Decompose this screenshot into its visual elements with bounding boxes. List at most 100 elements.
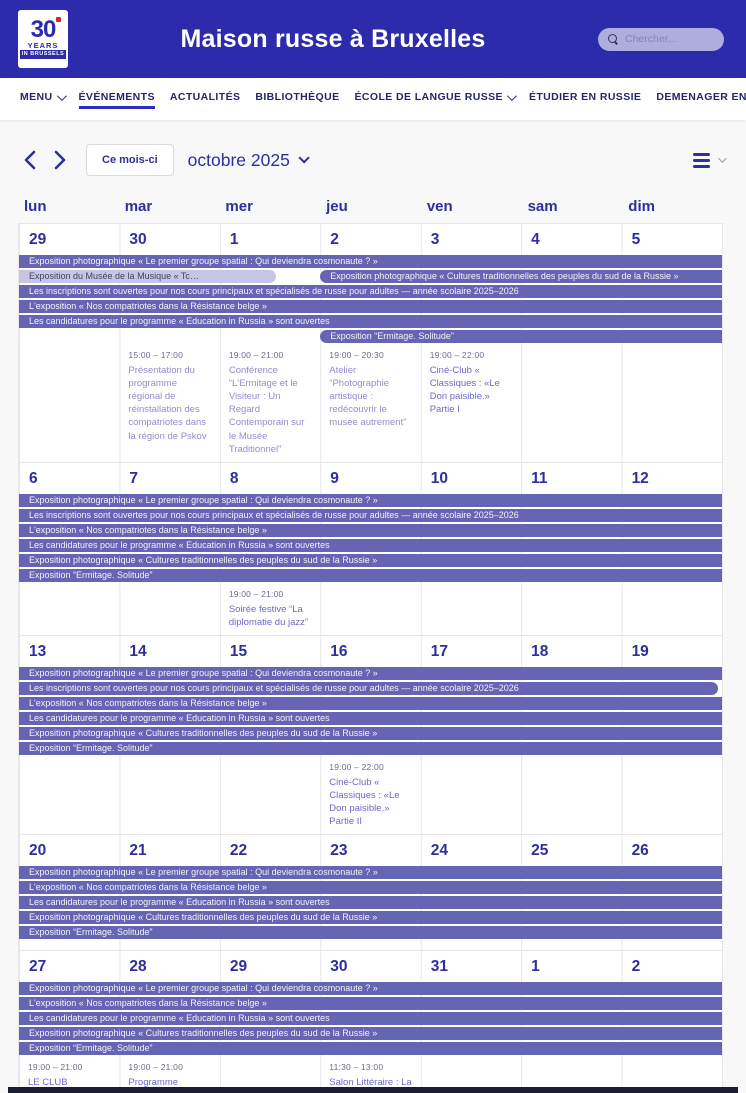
day-number[interactable]: 18 xyxy=(531,642,549,660)
day-cell[interactable]: 15:00 – 17:00 Présentation du programme r… xyxy=(119,345,219,462)
day-number[interactable]: 27 xyxy=(29,958,47,976)
day-number[interactable]: 2 xyxy=(631,958,641,976)
day-cell[interactable] xyxy=(421,584,521,635)
day-number[interactable]: 26 xyxy=(631,842,649,860)
day-cell[interactable] xyxy=(19,941,119,950)
timed-event[interactable]: 19:00 – 21:00 Soirée festive “La diplomat… xyxy=(229,589,312,629)
day-number[interactable]: 14 xyxy=(129,642,147,660)
day-cell[interactable] xyxy=(119,584,219,635)
timed-event[interactable]: 19:00 – 22:00 Ciné-Club « Classiques : «L… xyxy=(430,350,513,416)
day-number[interactable]: 5 xyxy=(631,231,641,248)
day-cell[interactable] xyxy=(220,941,320,950)
timed-event[interactable]: 19:00 – 21:00 Conférence “L'Ermitage et l… xyxy=(229,350,312,456)
day-cell[interactable] xyxy=(521,345,621,462)
day-cell[interactable] xyxy=(622,941,722,950)
multiday-event-bar[interactable]: Exposition photographique « Cultures tra… xyxy=(19,553,722,567)
day-number[interactable]: 22 xyxy=(229,842,248,860)
prev-month-button[interactable] xyxy=(22,149,38,171)
day-cell[interactable] xyxy=(521,941,621,950)
multiday-event-bar[interactable]: Les inscriptions sont ouvertes pour nos … xyxy=(19,681,718,695)
day-number[interactable]: 21 xyxy=(129,842,147,860)
multiday-event-bar[interactable]: L'exposition « Nos compatriotes dans la … xyxy=(19,881,722,895)
day-number[interactable]: 6 xyxy=(29,469,38,487)
multiday-event-bar[interactable]: Exposition photographique « Le premier g… xyxy=(19,982,722,996)
nav-item--cole-de-langue-russe[interactable]: ÉCOLE DE LANGUE RUSSE xyxy=(355,90,517,109)
day-number[interactable]: 1 xyxy=(531,958,540,976)
multiday-event-bar[interactable]: Exposition photographique « Le premier g… xyxy=(19,866,722,880)
day-cell[interactable] xyxy=(320,941,420,950)
multiday-event-bar[interactable]: Exposition “Ermitage. Solitude” xyxy=(320,330,722,343)
multiday-event-bar[interactable]: Exposition photographique « Cultures tra… xyxy=(19,726,722,740)
multiday-event-bar[interactable]: Les candidatures pour le programme « Edu… xyxy=(19,896,722,910)
day-cell[interactable]: 19:00 – 22:00 Ciné-Club « Classiques : «L… xyxy=(320,757,420,834)
day-number[interactable]: 11 xyxy=(531,469,548,487)
site-logo[interactable]: 30 YEARS IN BRUSSELS xyxy=(18,10,68,68)
multiday-event-bar[interactable]: Les inscriptions sont ouvertes pour nos … xyxy=(19,285,722,298)
month-selector[interactable]: octobre 2025 xyxy=(188,150,310,171)
multiday-event-bar[interactable]: Les inscriptions sont ouvertes pour nos … xyxy=(19,508,722,522)
day-number[interactable]: 15 xyxy=(229,642,248,660)
multiday-event-bar[interactable]: Les candidatures pour le programme « Edu… xyxy=(19,538,722,552)
day-number[interactable]: 24 xyxy=(430,842,448,860)
multiday-event-bar[interactable]: Exposition “Ermitage. Solitude” xyxy=(19,926,722,940)
day-number[interactable]: 9 xyxy=(330,469,339,487)
day-number[interactable]: 3 xyxy=(430,231,440,248)
view-switcher[interactable] xyxy=(693,152,727,168)
today-button[interactable]: Ce mois-ci xyxy=(86,144,174,176)
day-number[interactable]: 4 xyxy=(531,231,540,248)
day-cell[interactable] xyxy=(119,757,219,834)
multiday-event-bar[interactable]: Exposition “Ermitage. Solitude” xyxy=(19,741,722,755)
multiday-event-bar[interactable]: Exposition du Musée de la Musique « Tc… xyxy=(19,270,277,283)
nav-item-actualit-s[interactable]: ACTUALITÉS xyxy=(170,91,241,109)
multiday-event-bar[interactable]: Les candidatures pour le programme « Edu… xyxy=(19,1012,722,1026)
day-cell[interactable] xyxy=(421,941,521,950)
timed-event[interactable]: 19:00 – 20:30 Atelier “Photographie artis… xyxy=(329,350,412,430)
timed-event[interactable]: 19:00 – 22:00 Ciné-Club « Classiques : «L… xyxy=(329,762,412,828)
day-number[interactable]: 30 xyxy=(129,231,147,248)
day-number[interactable]: 30 xyxy=(330,958,348,976)
day-cell[interactable]: 19:00 – 22:00 Ciné-Club « Classiques : «L… xyxy=(421,345,521,462)
multiday-event-bar[interactable]: Les candidatures pour le programme « Edu… xyxy=(19,315,722,328)
day-number[interactable]: 19 xyxy=(631,642,649,660)
day-number[interactable]: 31 xyxy=(430,958,448,976)
day-number[interactable]: 25 xyxy=(531,842,549,860)
next-month-button[interactable] xyxy=(52,149,68,171)
search-input[interactable] xyxy=(625,33,715,45)
multiday-event-bar[interactable]: Exposition photographique « Cultures tra… xyxy=(19,911,722,925)
day-number[interactable]: 2 xyxy=(330,231,339,248)
day-number[interactable]: 23 xyxy=(330,842,348,860)
day-cell[interactable]: 19:00 – 21:00 Soirée festive “La diplomat… xyxy=(220,584,320,635)
day-cell[interactable] xyxy=(220,757,320,834)
nav-item--tudier-en-russie[interactable]: ÉTUDIER EN RUSSIE xyxy=(529,91,641,109)
day-number[interactable]: 29 xyxy=(29,231,47,248)
day-cell[interactable] xyxy=(19,757,119,834)
multiday-event-bar[interactable]: Exposition “Ermitage. Solitude” xyxy=(19,568,722,582)
day-cell[interactable]: 19:00 – 20:30 Atelier “Photographie artis… xyxy=(320,345,420,462)
day-cell[interactable] xyxy=(19,345,119,462)
day-cell[interactable] xyxy=(521,757,621,834)
day-cell[interactable] xyxy=(19,584,119,635)
multiday-event-bar[interactable]: L'exposition « Nos compatriotes dans la … xyxy=(19,300,722,313)
day-cell[interactable] xyxy=(622,345,722,462)
day-cell[interactable] xyxy=(622,757,722,834)
day-number[interactable]: 12 xyxy=(631,469,649,487)
multiday-event-bar[interactable]: Les candidatures pour le programme « Edu… xyxy=(19,711,722,725)
nav-item-biblioth-que[interactable]: BIBLIOTHÈQUE xyxy=(255,91,339,109)
day-cell[interactable] xyxy=(119,941,219,950)
day-number[interactable]: 10 xyxy=(430,469,448,487)
day-cell[interactable] xyxy=(521,584,621,635)
search-box[interactable] xyxy=(598,27,724,51)
multiday-event-bar[interactable]: Exposition photographique « Cultures tra… xyxy=(19,1027,722,1041)
day-number[interactable]: 7 xyxy=(129,469,139,487)
day-cell[interactable] xyxy=(622,584,722,635)
day-number[interactable]: 16 xyxy=(330,642,348,660)
day-number[interactable]: 17 xyxy=(430,642,448,660)
day-number[interactable]: 28 xyxy=(129,958,147,976)
multiday-event-bar[interactable]: L'exposition « Nos compatriotes dans la … xyxy=(19,997,722,1011)
day-number[interactable]: 8 xyxy=(229,469,239,487)
multiday-event-bar[interactable]: L'exposition « Nos compatriotes dans la … xyxy=(19,523,722,537)
day-cell[interactable] xyxy=(320,584,420,635)
multiday-event-bar[interactable]: Exposition photographique « Cultures tra… xyxy=(320,270,722,283)
day-cell[interactable] xyxy=(421,757,521,834)
multiday-event-bar[interactable]: L'exposition « Nos compatriotes dans la … xyxy=(19,696,722,710)
